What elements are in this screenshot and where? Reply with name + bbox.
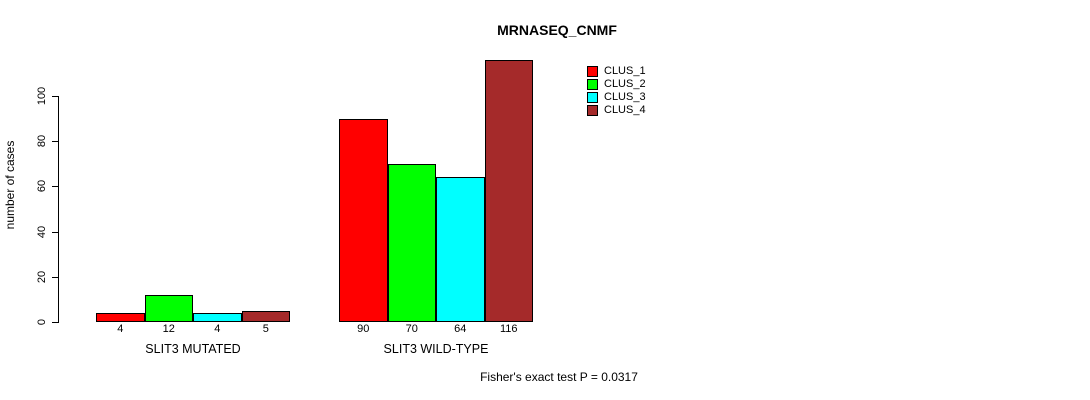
bar-value-label: 4 <box>214 323 221 335</box>
stat-annotation: Fisher's exact test P = 0.0317 <box>480 370 638 384</box>
y-tick-mark <box>52 322 58 323</box>
y-tick-label: 60 <box>36 180 48 193</box>
bar-clus_1 <box>339 118 388 322</box>
group-label: SLIT3 WILD-TYPE <box>383 342 489 356</box>
legend-item: CLUS_4 <box>587 105 646 116</box>
legend-label: CLUS_3 <box>604 91 646 103</box>
chart-title: MRNASEQ_CNMF <box>497 22 617 38</box>
bar-value-label: 12 <box>162 323 175 335</box>
legend-swatch <box>587 105 598 116</box>
y-tick-mark <box>52 141 58 143</box>
bar-value-label: 5 <box>262 323 269 335</box>
bar-value-label: 64 <box>454 323 467 335</box>
bar-clus_2 <box>144 294 193 322</box>
bar-clus_3 <box>436 177 485 322</box>
bar-clus_4 <box>241 310 290 322</box>
legend-item: CLUS_3 <box>587 92 646 103</box>
bar-value-label: 4 <box>117 323 124 335</box>
y-axis-label: number of cases <box>3 140 17 230</box>
legend-label: CLUS_1 <box>604 65 646 77</box>
bar-value-label: 70 <box>405 323 418 335</box>
legend-item: CLUS_2 <box>587 79 646 90</box>
bar-value-label: 116 <box>499 323 518 335</box>
y-axis-line <box>58 96 59 323</box>
y-tick-mark <box>52 276 58 278</box>
legend-swatch <box>587 92 598 103</box>
bar-clus_2 <box>387 163 436 322</box>
legend-swatch <box>587 66 598 77</box>
y-tick-label: 100 <box>36 86 48 106</box>
legend-item: CLUS_1 <box>587 66 646 77</box>
y-tick-label: 0 <box>36 318 48 326</box>
y-tick-label: 80 <box>36 135 48 148</box>
legend-label: CLUS_4 <box>604 104 646 116</box>
y-tick-label: 40 <box>36 225 48 238</box>
bar-clus_1 <box>96 312 145 322</box>
bar-clus_4 <box>484 59 533 322</box>
y-tick-mark <box>52 231 58 233</box>
group-label: SLIT3 MUTATED <box>145 342 241 356</box>
y-tick-mark <box>52 96 58 97</box>
y-tick-mark <box>52 186 58 188</box>
legend-label: CLUS_2 <box>604 78 646 90</box>
y-tick-label: 20 <box>36 270 48 283</box>
bar-value-label: 90 <box>357 323 370 335</box>
bar-clus_3 <box>193 312 242 322</box>
legend-swatch <box>587 79 598 90</box>
legend: CLUS_1 CLUS_2 CLUS_3 CLUS_4 <box>587 66 646 116</box>
